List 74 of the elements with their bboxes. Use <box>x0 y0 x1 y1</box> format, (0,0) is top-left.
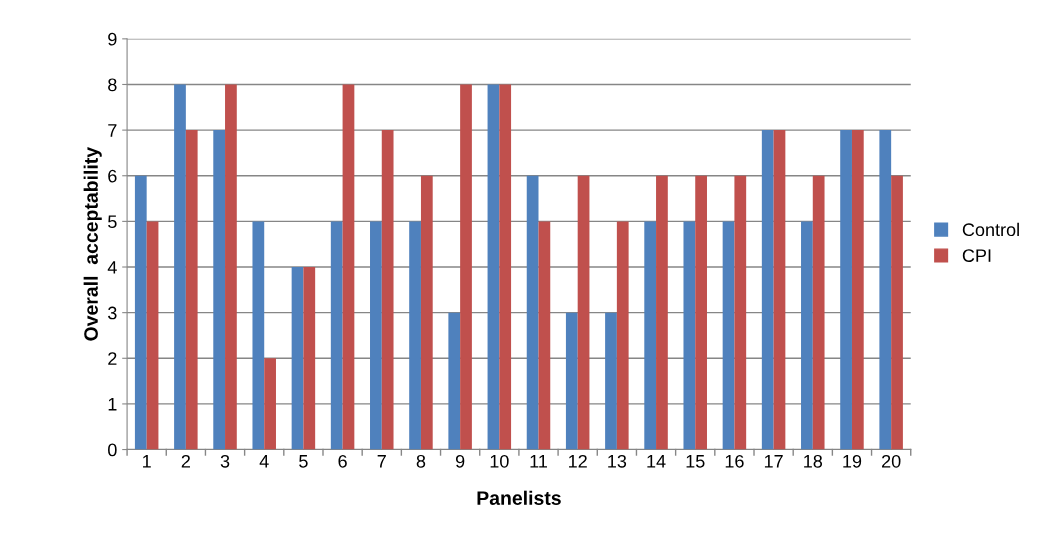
y-tick-label: 6 <box>108 169 117 183</box>
bar <box>460 84 472 450</box>
y-tick-label: 9 <box>108 32 117 46</box>
bar <box>134 175 147 450</box>
x-tick-label: 10 <box>490 454 509 468</box>
bar <box>342 84 355 450</box>
bar <box>891 175 903 450</box>
bar <box>683 221 696 450</box>
x-tick-label: 16 <box>725 454 744 468</box>
bar <box>409 221 421 450</box>
y-tick-label: 8 <box>108 78 117 92</box>
x-tick-label: 5 <box>299 455 308 468</box>
x-tick-label: 13 <box>608 454 627 468</box>
x-tick-label: 18 <box>804 454 823 468</box>
x-tick-label: 14 <box>647 455 666 468</box>
bar <box>773 130 786 450</box>
x-tick-label: 2 <box>181 454 190 468</box>
x-tick-label: 3 <box>220 454 230 468</box>
bar <box>577 175 590 450</box>
bar <box>801 221 813 450</box>
y-tick-label: 5 <box>108 215 117 229</box>
x-tick-label: 7 <box>377 455 386 468</box>
bar <box>146 221 159 450</box>
x-tick-label: 9 <box>455 454 465 468</box>
bar <box>448 312 461 450</box>
x-tick-label: 12 <box>569 454 587 468</box>
x-tick-label: 19 <box>843 454 862 468</box>
bar <box>734 175 747 450</box>
bar <box>526 175 539 450</box>
bar <box>616 221 629 450</box>
x-tick-label: 6 <box>338 454 347 468</box>
bar <box>879 130 892 450</box>
bar <box>644 221 657 450</box>
y-tick-label: 3 <box>108 306 117 320</box>
y-tick-label: 1 <box>108 398 117 411</box>
bar <box>252 221 265 450</box>
bar <box>487 84 500 450</box>
bar <box>174 84 186 450</box>
bar <box>538 221 551 450</box>
bar <box>213 130 226 450</box>
x-tick-label: 8 <box>416 454 426 468</box>
y-tick-label: 0 <box>108 443 117 457</box>
x-tick-label: 11 <box>530 455 547 468</box>
bar <box>381 130 394 450</box>
bar <box>812 175 825 450</box>
bar <box>656 175 668 450</box>
y-tick-label: 4 <box>107 261 117 274</box>
bar <box>695 175 707 450</box>
x-tick-label: 1 <box>143 455 151 468</box>
bar <box>303 267 316 450</box>
y-tick-label: 7 <box>108 124 117 137</box>
bar <box>761 130 774 450</box>
bar <box>185 130 198 450</box>
legend-label: CPI <box>962 249 991 262</box>
bar <box>330 221 343 450</box>
x-tick-label: 4 <box>259 455 269 468</box>
x-tick-label: 15 <box>686 455 705 468</box>
bar <box>264 358 276 450</box>
x-axis-title: Panelists <box>477 490 561 505</box>
bar <box>605 312 617 450</box>
bar <box>565 312 578 450</box>
bar <box>420 175 433 450</box>
x-tick-label: 17 <box>764 455 783 468</box>
bar <box>722 221 735 450</box>
bar <box>291 267 304 450</box>
bar <box>499 84 512 450</box>
bar <box>225 84 237 450</box>
y-axis-title: Overall acceptability <box>83 147 102 341</box>
x-tick-label: 20 <box>882 454 901 468</box>
legend-label: Control <box>962 222 1019 237</box>
bar <box>840 130 852 450</box>
bar <box>370 221 382 450</box>
bar <box>851 130 864 450</box>
y-tick-label: 2 <box>108 352 117 365</box>
